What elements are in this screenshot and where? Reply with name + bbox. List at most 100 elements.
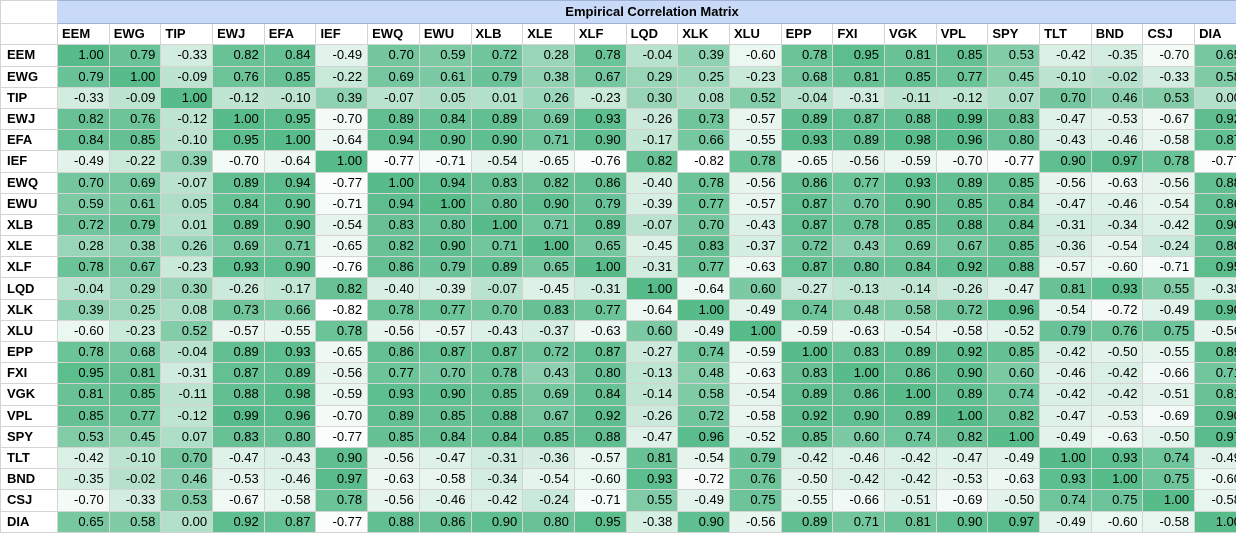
correlation-cell[interactable]: -0.53 (212, 468, 265, 491)
correlation-cell[interactable]: -0.31 (470, 446, 524, 470)
correlation-cell[interactable]: -0.63 (728, 256, 782, 279)
correlation-cell[interactable]: 0.77 (677, 192, 730, 215)
correlation-cell[interactable]: 0.07 (987, 86, 1041, 109)
correlation-cell[interactable]: -0.70 (57, 489, 110, 512)
row-header-ewq[interactable]: EWQ (0, 171, 58, 194)
correlation-cell[interactable]: 0.85 (522, 425, 575, 448)
correlation-cell[interactable]: 0.83 (832, 341, 885, 364)
correlation-cell[interactable]: -0.54 (315, 213, 369, 237)
correlation-cell[interactable]: 0.75 (1142, 468, 1196, 491)
correlation-cell[interactable]: 0.83 (780, 362, 834, 385)
correlation-cell[interactable]: -0.33 (160, 44, 214, 67)
correlation-cell[interactable]: 0.67 (573, 65, 627, 88)
correlation-cell[interactable]: 0.88 (470, 404, 524, 427)
correlation-cell[interactable]: 0.95 (263, 107, 317, 131)
correlation-cell[interactable]: 0.69 (367, 65, 420, 88)
row-header-tlt[interactable]: TLT (0, 446, 58, 470)
correlation-cell[interactable]: 0.78 (728, 150, 782, 173)
correlation-cell[interactable]: 0.95 (1194, 256, 1236, 279)
column-header-tip[interactable]: TIP (160, 23, 214, 46)
correlation-cell[interactable]: 0.90 (263, 213, 317, 237)
correlation-cell[interactable]: 0.84 (212, 192, 265, 215)
correlation-cell[interactable]: -0.42 (1039, 341, 1092, 364)
correlation-cell[interactable]: 0.70 (367, 44, 420, 67)
correlation-cell[interactable]: 0.95 (573, 510, 627, 533)
correlation-cell[interactable]: 0.85 (263, 65, 317, 88)
correlation-cell[interactable]: 0.78 (367, 298, 420, 321)
correlation-cell[interactable]: -0.10 (108, 446, 162, 470)
correlation-cell[interactable]: -0.33 (1142, 65, 1196, 88)
correlation-cell[interactable]: 0.66 (677, 129, 730, 152)
correlation-cell[interactable]: 0.25 (108, 298, 162, 321)
correlation-cell[interactable]: -0.77 (987, 150, 1041, 173)
correlation-cell[interactable]: 0.99 (212, 404, 265, 427)
correlation-cell[interactable]: 0.60 (987, 362, 1041, 385)
correlation-cell[interactable]: -0.34 (1090, 213, 1144, 237)
correlation-cell[interactable]: -0.09 (160, 65, 214, 88)
correlation-cell[interactable]: 1.00 (160, 86, 214, 109)
correlation-cell[interactable]: -0.42 (1142, 213, 1196, 237)
correlation-cell[interactable]: 0.96 (935, 129, 989, 152)
correlation-cell[interactable]: 0.08 (677, 86, 730, 109)
correlation-cell[interactable]: 0.90 (677, 510, 730, 533)
correlation-cell[interactable]: -0.11 (160, 383, 214, 406)
correlation-cell[interactable]: 0.85 (935, 44, 989, 67)
correlation-cell[interactable]: 0.88 (935, 213, 989, 237)
correlation-cell[interactable]: 0.97 (1090, 150, 1144, 173)
correlation-cell[interactable]: -0.51 (1142, 383, 1196, 406)
correlation-cell[interactable]: 0.85 (987, 171, 1041, 194)
correlation-cell[interactable]: -0.58 (1142, 510, 1196, 533)
correlation-cell[interactable]: 0.79 (108, 44, 162, 67)
correlation-cell[interactable]: 0.45 (108, 425, 162, 448)
column-header-bnd[interactable]: BND (1090, 23, 1144, 46)
correlation-cell[interactable]: -0.56 (728, 171, 782, 194)
correlation-cell[interactable]: 0.88 (573, 425, 627, 448)
correlation-cell[interactable]: 0.78 (780, 44, 834, 67)
correlation-cell[interactable]: -0.27 (780, 277, 834, 300)
correlation-cell[interactable]: 0.78 (677, 171, 730, 194)
row-header-xlf[interactable]: XLF (0, 256, 58, 279)
correlation-cell[interactable]: 0.75 (1142, 319, 1196, 343)
correlation-cell[interactable]: 0.76 (212, 65, 265, 88)
correlation-cell[interactable]: 0.89 (212, 171, 265, 194)
correlation-cell[interactable]: 0.84 (418, 107, 472, 131)
correlation-cell[interactable]: 0.78 (1142, 150, 1196, 173)
correlation-cell[interactable]: -0.70 (1142, 44, 1196, 67)
correlation-cell[interactable]: -0.42 (780, 446, 834, 470)
correlation-cell[interactable]: -0.56 (728, 510, 782, 533)
correlation-cell[interactable]: 0.84 (987, 192, 1041, 215)
correlation-cell[interactable]: 0.77 (677, 256, 730, 279)
correlation-cell[interactable]: 0.85 (884, 213, 937, 237)
correlation-cell[interactable]: 0.97 (1194, 425, 1236, 448)
correlation-cell[interactable]: 0.96 (987, 298, 1041, 321)
correlation-cell[interactable]: 0.82 (987, 404, 1041, 427)
row-header-vpl[interactable]: VPL (0, 404, 58, 427)
correlation-cell[interactable]: 0.70 (160, 446, 214, 470)
correlation-cell[interactable]: 1.00 (57, 44, 110, 67)
correlation-cell[interactable]: 1.00 (935, 404, 989, 427)
correlation-cell[interactable]: 0.69 (212, 235, 265, 258)
correlation-cell[interactable]: -0.65 (522, 150, 575, 173)
correlation-cell[interactable]: 0.89 (212, 213, 265, 237)
correlation-cell[interactable]: 0.08 (160, 298, 214, 321)
correlation-cell[interactable]: -0.36 (1039, 235, 1092, 258)
correlation-cell[interactable]: 0.65 (57, 510, 110, 533)
correlation-cell[interactable]: 0.71 (832, 510, 885, 533)
correlation-cell[interactable]: 0.26 (522, 86, 575, 109)
correlation-cell[interactable]: 0.87 (573, 341, 627, 364)
correlation-cell[interactable]: 0.90 (418, 235, 472, 258)
correlation-cell[interactable]: 0.97 (315, 468, 369, 491)
correlation-cell[interactable]: -0.26 (625, 107, 679, 131)
correlation-cell[interactable]: 1.00 (1039, 446, 1092, 470)
column-header-eem[interactable]: EEM (57, 23, 110, 46)
correlation-cell[interactable]: 0.89 (935, 383, 989, 406)
correlation-cell[interactable]: 0.55 (1142, 277, 1196, 300)
correlation-cell[interactable]: 0.53 (160, 489, 214, 512)
correlation-cell[interactable]: -0.22 (108, 150, 162, 173)
correlation-cell[interactable]: 0.90 (470, 510, 524, 533)
correlation-cell[interactable]: 0.80 (522, 510, 575, 533)
correlation-cell[interactable]: -0.63 (728, 362, 782, 385)
correlation-cell[interactable]: -0.02 (108, 468, 162, 491)
correlation-cell[interactable]: -0.42 (470, 489, 524, 512)
correlation-cell[interactable]: -0.55 (780, 489, 834, 512)
